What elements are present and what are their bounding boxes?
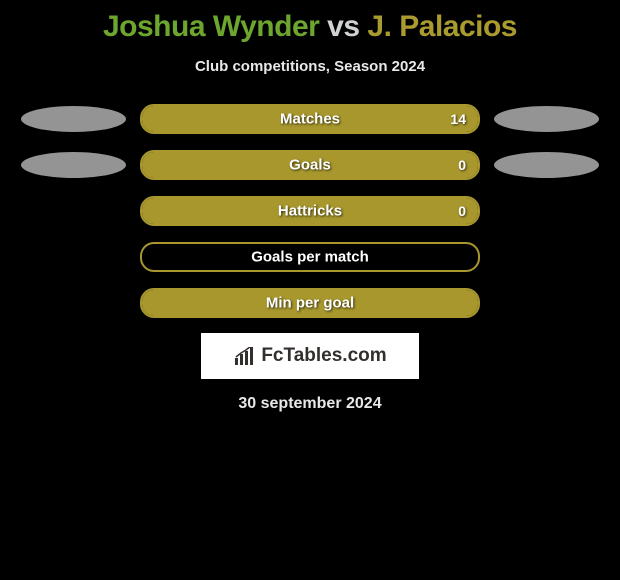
chart-icon: [233, 347, 255, 365]
logo: FcTables.com: [233, 345, 386, 367]
stat-bar: Goals 0: [140, 150, 480, 180]
date-label: 30 september 2024: [0, 395, 620, 413]
logo-part1: Fc: [261, 345, 283, 366]
stat-bar: Matches 14: [140, 104, 480, 134]
bar-value: 14: [450, 111, 466, 127]
left-ellipse: [21, 106, 126, 132]
right-ellipse: [494, 152, 599, 178]
player1-name: Joshua Wynder: [103, 10, 319, 43]
right-ellipse: [494, 106, 599, 132]
subtitle: Club competitions, Season 2024: [0, 58, 620, 75]
bar-value: 0: [458, 157, 466, 173]
stat-bar: Goals per match: [140, 242, 480, 272]
bar-label: Matches: [280, 111, 340, 128]
bar-label: Goals: [289, 157, 331, 174]
stat-row: Goals 0: [0, 149, 620, 181]
logo-part3: .com: [342, 345, 386, 366]
stat-row: Hattricks 0: [0, 195, 620, 227]
bar-label: Hattricks: [278, 203, 342, 220]
stat-bar: Min per goal: [140, 288, 480, 318]
bar-value: 0: [458, 203, 466, 219]
comparison-title: Joshua Wynder vs J. Palacios: [0, 0, 620, 44]
logo-box: FcTables.com: [201, 333, 419, 379]
logo-part2: Tables: [284, 345, 343, 366]
stat-row: Goals per match: [0, 241, 620, 273]
stat-row: Min per goal: [0, 287, 620, 319]
stats-rows: Matches 14 Goals 0 Hattricks 0 Goals per match…: [0, 103, 620, 319]
player2-name: J. Palacios: [367, 10, 517, 43]
bar-label: Min per goal: [266, 295, 354, 312]
stat-row: Matches 14: [0, 103, 620, 135]
bar-label: Goals per match: [251, 249, 369, 266]
vs-text: vs: [327, 10, 359, 43]
left-ellipse: [21, 152, 126, 178]
stat-bar: Hattricks 0: [140, 196, 480, 226]
